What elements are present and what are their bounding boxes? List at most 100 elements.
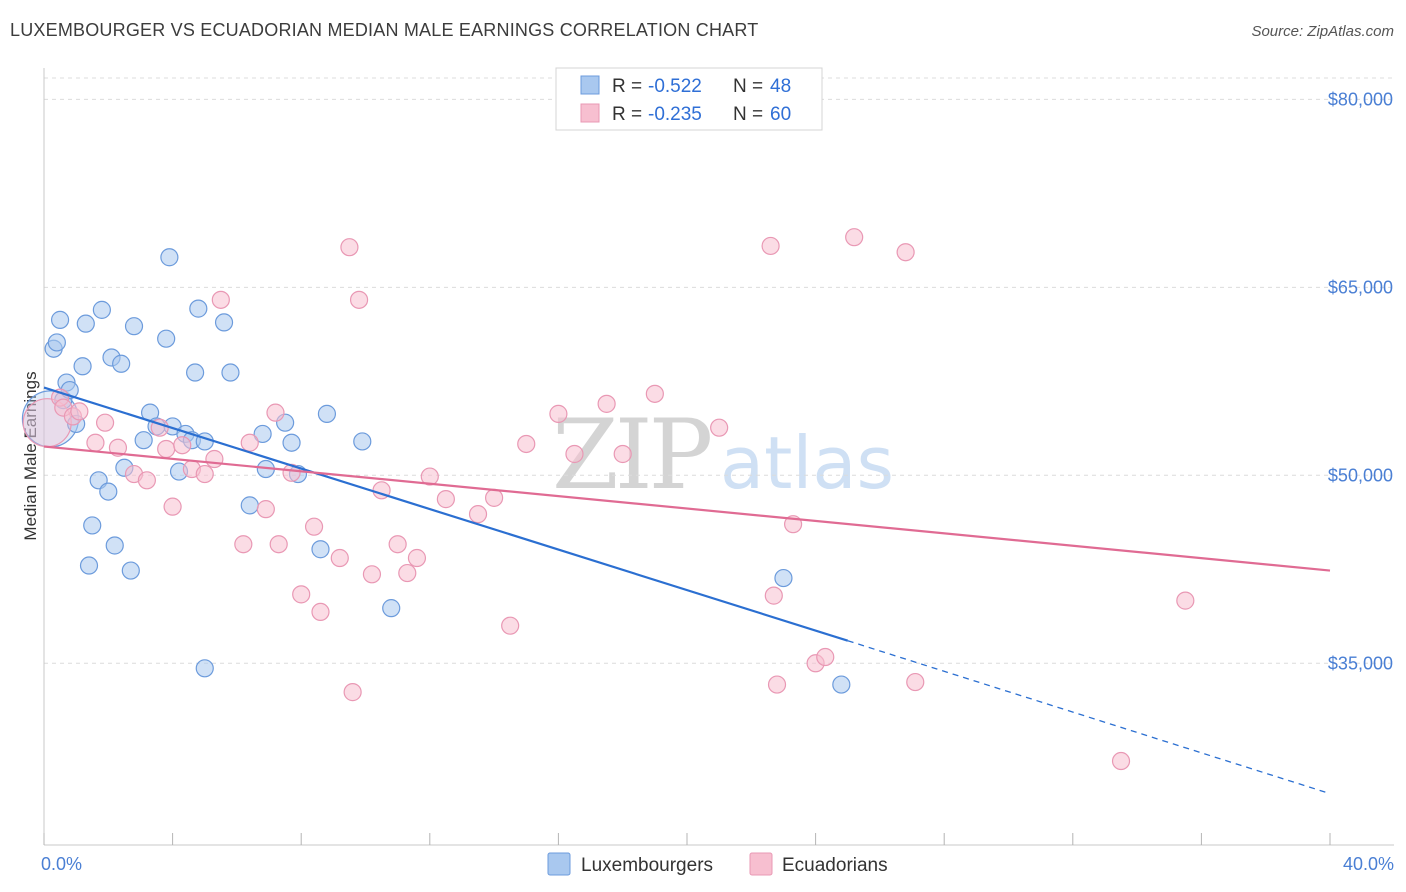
point-luxembourgers <box>76 314 95 333</box>
legend-swatch-ecuadorians <box>580 103 600 123</box>
point-ecuadorians <box>343 683 362 702</box>
legend-n-label-luxembourgers: N = <box>733 76 763 97</box>
point-ecuadorians <box>330 548 349 568</box>
point-ecuadorians <box>304 517 324 536</box>
point-ecuadorians <box>420 467 439 486</box>
y-tick-label: $65,000 <box>1328 277 1393 297</box>
series-legend: Luxembourgers Ecuadorians <box>547 852 888 876</box>
y-tick-label: $50,000 <box>1328 465 1393 485</box>
watermark-atlas: atlas <box>720 421 894 505</box>
point-ecuadorians <box>266 403 285 422</box>
point-ecuadorians <box>240 433 259 452</box>
point-luxembourgers <box>311 540 330 559</box>
source-credit: Source: ZipAtlas.com <box>1251 23 1394 40</box>
point-ecuadorians <box>205 449 224 469</box>
point-ecuadorians <box>108 438 128 457</box>
point-ecuadorians <box>906 672 925 692</box>
legend-n-value-ecuadorians: 60 <box>770 104 791 125</box>
point-ecuadorians <box>362 565 382 584</box>
point-luxembourgers <box>50 310 70 329</box>
point-ecuadorians <box>292 585 311 604</box>
point-luxembourgers <box>47 333 66 352</box>
point-luxembourgers <box>195 659 214 678</box>
point-ecuadorians <box>211 290 230 309</box>
trend-line-luxembourgers-extrapolated <box>847 640 1331 795</box>
point-ecuadorians <box>517 434 536 454</box>
legend-box <box>555 67 823 131</box>
x-axis-ticks: 0.0% 40.0% <box>41 833 1394 874</box>
point-ecuadorians <box>340 238 359 257</box>
point-ecuadorians <box>764 586 783 605</box>
point-luxembourgers <box>317 404 337 423</box>
point-ecuadorians <box>70 402 89 421</box>
point-luxembourgers <box>134 431 153 450</box>
point-luxembourgers <box>186 363 205 382</box>
y-tick-label: $80,000 <box>1328 89 1393 109</box>
point-ecuadorians <box>485 488 504 507</box>
point-luxembourgers <box>353 432 372 451</box>
point-luxembourgers <box>189 299 208 318</box>
legend-r-label-luxembourgers: R = <box>612 76 642 97</box>
bottom-legend-swatch-ecuadorians <box>749 852 773 876</box>
point-ecuadorians <box>896 243 915 262</box>
point-luxembourgers <box>221 363 240 382</box>
point-ecuadorians <box>282 463 301 482</box>
point-luxembourgers <box>253 424 272 444</box>
point-ecuadorians <box>645 384 664 403</box>
point-luxembourgers <box>240 496 259 515</box>
point-ecuadorians <box>157 439 176 459</box>
point-ecuadorians <box>816 647 835 667</box>
trend-line-luxembourgers <box>43 386 849 642</box>
point-ecuadorians <box>436 490 455 509</box>
bottom-legend-label-ecuadorians: Ecuadorians <box>782 855 888 876</box>
legend-r-label-ecuadorians: R = <box>612 104 642 125</box>
point-ecuadorians <box>269 535 288 554</box>
gridlines <box>44 77 1394 664</box>
x-tick-label: 40.0% <box>1343 854 1394 874</box>
legend-n-value-luxembourgers: 48 <box>770 76 791 97</box>
point-ecuadorians <box>501 616 520 635</box>
point-luxembourgers <box>121 561 140 580</box>
trend-line-ecuadorians <box>43 445 1331 572</box>
point-luxembourgers <box>79 556 99 575</box>
point-luxembourgers <box>282 433 301 452</box>
point-luxembourgers <box>99 482 118 501</box>
point-luxembourgers <box>105 536 124 555</box>
point-ecuadorians <box>468 505 488 524</box>
point-ecuadorians <box>549 404 568 423</box>
point-ecuadorians <box>86 433 105 452</box>
bottom-legend-label-luxembourgers: Luxembourgers <box>581 855 713 876</box>
point-ecuadorians <box>613 444 632 464</box>
point-luxembourgers <box>157 329 176 348</box>
point-ecuadorians <box>597 394 616 413</box>
point-ecuadorians <box>195 464 214 484</box>
y-axis-tick-labels: $80,000 $65,000 $50,000 $35,000 <box>1328 89 1393 673</box>
x-tick-label: 0.0% <box>41 854 82 874</box>
point-luxembourgers <box>124 317 144 336</box>
data-points <box>21 228 1195 771</box>
y-tick-label: $35,000 <box>1328 653 1393 673</box>
legend-r-value-ecuadorians: -0.235 <box>648 104 702 125</box>
point-ecuadorians <box>1111 751 1131 771</box>
point-ecuadorians <box>95 413 115 432</box>
point-luxembourgers <box>83 516 102 535</box>
point-luxembourgers <box>214 313 234 332</box>
point-ecuadorians <box>398 563 417 583</box>
point-ecuadorians <box>565 444 584 464</box>
point-ecuadorians <box>845 228 864 247</box>
point-ecuadorians <box>767 675 787 694</box>
y-axis-label: Median Male Earnings <box>21 371 40 540</box>
legend-n-label-ecuadorians: N = <box>733 104 763 125</box>
chart-title: LUXEMBOURGER VS ECUADORIAN MEDIAN MALE E… <box>10 20 759 40</box>
point-ecuadorians <box>407 548 427 568</box>
point-luxembourgers <box>774 568 793 588</box>
legend-swatch-luxembourgers <box>580 75 600 95</box>
point-luxembourgers <box>382 599 401 618</box>
point-ecuadorians <box>256 500 275 519</box>
point-ecuadorians <box>1176 591 1195 610</box>
point-luxembourgers <box>92 300 111 319</box>
point-ecuadorians <box>388 535 407 554</box>
point-ecuadorians <box>761 236 780 256</box>
point-ecuadorians <box>710 418 729 437</box>
point-ecuadorians <box>173 436 192 455</box>
